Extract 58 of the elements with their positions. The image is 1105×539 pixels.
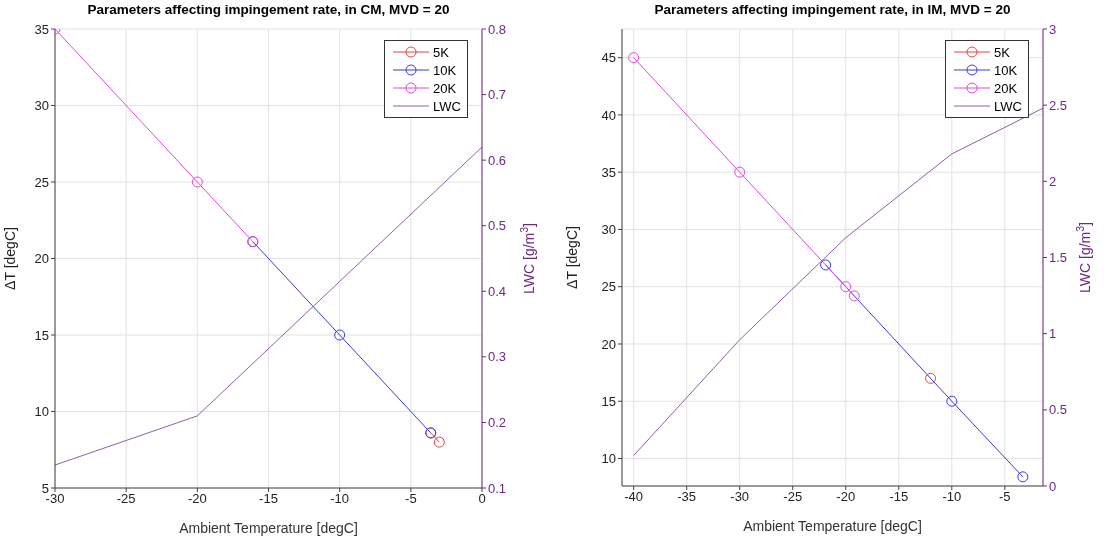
- y-tick-label: 30: [34, 98, 49, 114]
- y2-tick-label: 0.6: [488, 152, 507, 168]
- x-tick-label: -25: [116, 491, 136, 507]
- y2-tick-label: 1: [1049, 326, 1057, 342]
- legend-label: 20K: [433, 80, 457, 96]
- y2-tick-label: 0.4: [488, 283, 507, 299]
- y-tick-label: 15: [34, 327, 49, 343]
- x-tick-label: -15: [259, 491, 278, 507]
- x-tick-label: -10: [330, 491, 350, 507]
- y2-tick-label: 0.8: [488, 21, 507, 37]
- chart-title: Parameters affecting impingement rate, in CM, MVD = 20: [86, 2, 451, 17]
- x-tick-label: -35: [677, 489, 697, 505]
- y2-tick-label: 0.1: [488, 480, 507, 496]
- y2-tick-label: 0.5: [1049, 402, 1068, 418]
- legend-label: 10K: [433, 62, 457, 78]
- y-tick-label: 35: [34, 21, 49, 37]
- x-tick-label: -20: [836, 489, 856, 505]
- y2-tick-label: 2.5: [1049, 97, 1068, 113]
- y-tick-label: 25: [601, 279, 616, 295]
- x-tick-label: -20: [187, 491, 207, 507]
- y2-tick-label: 0.5: [488, 218, 507, 234]
- y-tick-label: 20: [601, 336, 616, 352]
- y-tick-label: 45: [601, 50, 616, 66]
- y-tick-label: 35: [601, 164, 616, 180]
- y2-tick-label: 0.3: [488, 349, 507, 365]
- x-tick-label: -5: [405, 491, 417, 507]
- y2-tick-label: 0.2: [488, 415, 507, 431]
- y2-tick-label: 2: [1049, 173, 1057, 189]
- x-axis-title: Ambient Temperature [degC]: [743, 518, 922, 534]
- legend-label: 5K: [433, 44, 449, 60]
- x-tick-label: -30: [730, 489, 750, 505]
- x-tick-label: -25: [783, 489, 803, 505]
- x-tick-label: -40: [624, 489, 644, 505]
- legend-label: LWC: [994, 98, 1022, 114]
- y-tick-label: 10: [601, 451, 616, 467]
- y-tick-label: 15: [601, 393, 616, 409]
- legend-label: 5K: [994, 44, 1010, 60]
- y-tick-label: 10: [34, 404, 49, 420]
- x-tick-label: -10: [942, 489, 962, 505]
- chart-title: Parameters affecting impingement rate, in IM, MVD = 20: [653, 2, 1012, 17]
- x-tick-label: -5: [999, 489, 1011, 505]
- legend-label: 10K: [994, 62, 1018, 78]
- y2-tick-label: 0.7: [488, 87, 507, 103]
- y-tick-label: 25: [34, 174, 49, 190]
- y-tick-label: 30: [601, 222, 616, 238]
- legend-label: 20K: [994, 80, 1018, 96]
- x-tick-label: 0: [478, 491, 486, 507]
- y2-tick-label: 3: [1049, 21, 1057, 37]
- y-tick-label: 5: [41, 480, 49, 496]
- y-tick-label: 20: [34, 251, 49, 267]
- y-axis-title: ΔT [degC]: [1, 227, 18, 290]
- legend-label: LWC: [433, 98, 461, 114]
- y2-tick-label: 0: [1049, 478, 1057, 494]
- y-axis-title: ΔT [degC]: [563, 226, 580, 289]
- x-axis-title: Ambient Temperature [degC]: [179, 520, 358, 536]
- y2-tick-label: 1.5: [1049, 250, 1068, 266]
- x-tick-label: -15: [889, 489, 909, 505]
- y-tick-label: 40: [601, 107, 616, 123]
